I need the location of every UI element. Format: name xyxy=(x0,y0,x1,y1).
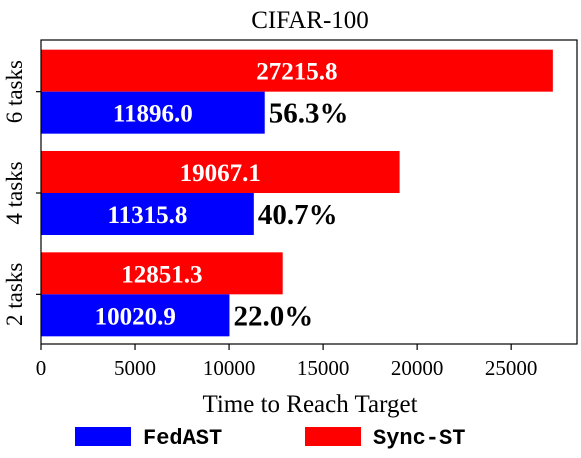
bar-fedast xyxy=(41,91,265,134)
y-tick-label: 2 tasks xyxy=(2,263,27,326)
improvement-label: 22.0% xyxy=(233,300,313,332)
x-axis-label: Time to Reach Target xyxy=(202,391,417,418)
data-label-fedast: 11315.8 xyxy=(107,202,187,229)
bar-sync-st xyxy=(41,151,400,193)
chart-title: CIFAR-100 xyxy=(251,7,369,34)
legend: FedAST Sync-ST xyxy=(75,426,465,451)
legend-label-fedast: FedAST xyxy=(143,426,222,451)
x-tick-label: 0 xyxy=(36,356,47,380)
y-tick-label: 4 tasks xyxy=(2,161,27,224)
x-tick-label: 15000 xyxy=(297,356,350,380)
data-label-fedast: 10020.9 xyxy=(95,303,176,330)
bar-fedast xyxy=(41,193,254,235)
legend-label-sync-st: Sync-ST xyxy=(373,426,465,451)
improvement-label: 40.7% xyxy=(258,199,338,231)
bar-fedast xyxy=(41,294,230,337)
bar-sync-st xyxy=(41,49,553,92)
legend-swatch-fedast xyxy=(75,427,131,446)
data-label-sync-st: 19067.1 xyxy=(180,160,261,187)
improvement-label: 56.3% xyxy=(269,98,349,130)
x-tick-label: 25000 xyxy=(485,356,538,380)
data-label-fedast: 11896.0 xyxy=(113,101,193,128)
bar-sync-st xyxy=(41,252,283,295)
x-tick-label: 5000 xyxy=(114,356,156,380)
legend-swatch-sync-st xyxy=(305,427,361,446)
x-tick-label: 10000 xyxy=(203,356,256,380)
data-label-sync-st: 12851.3 xyxy=(121,261,202,288)
plot-frame xyxy=(40,39,578,345)
data-label-sync-st: 27215.8 xyxy=(256,59,337,86)
x-tick-label: 20000 xyxy=(391,356,444,380)
y-tick-label: 6 tasks xyxy=(2,60,27,123)
